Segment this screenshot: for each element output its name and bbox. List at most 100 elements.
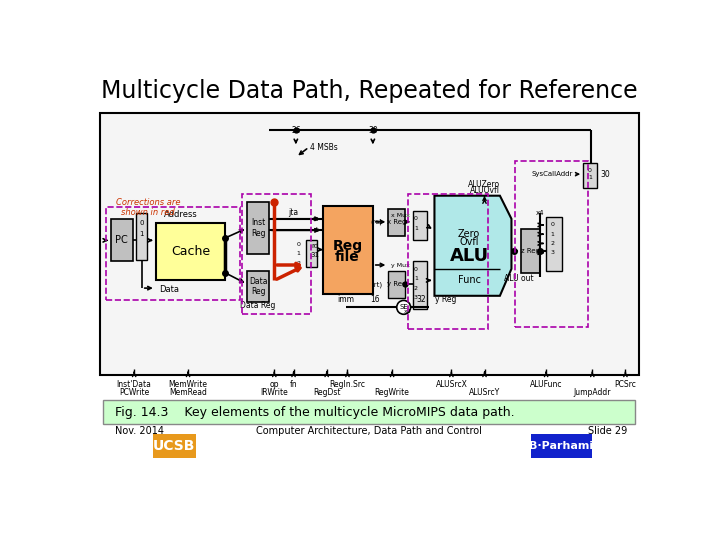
- Text: 26: 26: [291, 126, 301, 135]
- Text: 30: 30: [368, 126, 378, 135]
- Text: file: file: [335, 251, 360, 264]
- Text: IRWrite: IRWrite: [261, 388, 288, 396]
- Text: 32: 32: [417, 295, 426, 304]
- Text: 31: 31: [310, 252, 319, 258]
- Text: Data
Reg: Data Reg: [249, 277, 267, 296]
- Text: SE: SE: [400, 305, 408, 310]
- Bar: [248, 202, 269, 254]
- Bar: [106, 207, 240, 300]
- Text: 0: 0: [414, 217, 418, 221]
- Bar: [388, 271, 405, 298]
- Bar: [137, 213, 148, 260]
- Bar: [323, 206, 373, 294]
- Text: PCWrite: PCWrite: [119, 388, 149, 396]
- Bar: [516, 161, 588, 327]
- Text: Computer Architecture, Data Path and Control: Computer Architecture, Data Path and Con…: [256, 426, 482, 436]
- Text: JumpAddr: JumpAddr: [574, 388, 611, 396]
- Text: ALUSrcX: ALUSrcX: [436, 380, 467, 389]
- Text: MemWrite: MemWrite: [168, 380, 207, 389]
- Text: UCSB: UCSB: [153, 439, 195, 453]
- Text: 30: 30: [600, 170, 611, 179]
- Bar: [413, 211, 427, 240]
- Text: ALU out: ALU out: [504, 274, 534, 284]
- Text: x Reg: x Reg: [387, 219, 406, 225]
- Text: 0: 0: [297, 242, 300, 247]
- Bar: [242, 194, 311, 314]
- Text: (rs): (rs): [371, 219, 383, 225]
- Bar: [104, 400, 634, 424]
- Text: Func: Func: [458, 275, 481, 286]
- Text: RegIn.Src: RegIn.Src: [330, 380, 366, 389]
- Text: Reg: Reg: [333, 239, 362, 253]
- Text: x Mux: x Mux: [391, 213, 410, 218]
- Bar: [99, 113, 639, 375]
- Text: (rt): (rt): [372, 281, 383, 287]
- Text: rd: rd: [312, 243, 319, 249]
- Text: SysCallAddr: SysCallAddr: [531, 171, 573, 177]
- Text: ALUOvfl: ALUOvfl: [469, 186, 500, 195]
- Text: y Reg: y Reg: [387, 281, 406, 287]
- Text: 0: 0: [588, 168, 592, 173]
- Text: Slide 29: Slide 29: [588, 426, 627, 436]
- Text: RegWrite: RegWrite: [374, 388, 410, 396]
- Text: Cache: Cache: [171, 245, 210, 258]
- Text: 16: 16: [370, 295, 380, 304]
- Text: RegDst: RegDst: [313, 388, 341, 396]
- Text: PCSrc: PCSrc: [614, 380, 636, 389]
- Text: x4: x4: [404, 309, 411, 314]
- Text: y Reg: y Reg: [436, 295, 456, 304]
- Text: 3: 3: [550, 250, 554, 255]
- Text: ALUFunc: ALUFunc: [530, 380, 562, 389]
- Text: x4: x4: [536, 211, 544, 217]
- Text: 2: 2: [297, 261, 300, 266]
- Text: 3: 3: [414, 295, 418, 300]
- Bar: [546, 217, 562, 271]
- Text: Data Reg: Data Reg: [240, 301, 276, 309]
- Text: Multicycle Data Path, Repeated for Reference: Multicycle Data Path, Repeated for Refer…: [101, 79, 637, 103]
- Text: rt: rt: [313, 227, 319, 233]
- Text: Address: Address: [163, 211, 197, 219]
- Text: 1: 1: [414, 226, 418, 231]
- Text: 1: 1: [414, 276, 418, 281]
- Text: rs: rs: [312, 216, 319, 222]
- Bar: [531, 434, 593, 457]
- Text: MemRead: MemRead: [169, 388, 207, 396]
- Text: 1: 1: [588, 176, 592, 180]
- Text: Data: Data: [159, 285, 179, 294]
- Text: Corrections are
shown in red: Corrections are shown in red: [116, 198, 180, 218]
- Text: Nov. 2014: Nov. 2014: [115, 426, 164, 436]
- Text: ALU: ALU: [449, 247, 489, 265]
- Text: 0: 0: [550, 222, 554, 227]
- Text: Inst'Data: Inst'Data: [117, 380, 152, 389]
- Bar: [388, 209, 405, 236]
- Text: y Mux: y Mux: [391, 262, 410, 267]
- Bar: [111, 219, 132, 261]
- Bar: [413, 261, 427, 309]
- Bar: [583, 164, 597, 188]
- Text: Inst
Reg: Inst Reg: [251, 218, 266, 238]
- Circle shape: [397, 300, 410, 314]
- Text: Fig. 14.3    Key elements of the multicycle MicroMIPS data path.: Fig. 14.3 Key elements of the multicycle…: [115, 406, 515, 419]
- Bar: [156, 222, 225, 280]
- Text: 2: 2: [414, 286, 418, 291]
- Text: imm: imm: [338, 295, 354, 304]
- Text: z Reg: z Reg: [521, 248, 540, 254]
- Text: 0: 0: [414, 267, 418, 272]
- Text: op: op: [269, 380, 279, 389]
- Bar: [521, 229, 540, 273]
- Bar: [153, 434, 196, 457]
- Bar: [306, 240, 318, 267]
- Text: B·Parhami: B·Parhami: [529, 441, 593, 451]
- Text: Zero: Zero: [458, 229, 480, 239]
- Text: 0: 0: [140, 220, 144, 226]
- Text: ALUZero: ALUZero: [469, 180, 500, 188]
- Text: 1: 1: [297, 251, 300, 256]
- Text: 4 MSBs: 4 MSBs: [310, 143, 338, 152]
- Text: Ovfl: Ovfl: [459, 237, 479, 247]
- Bar: [248, 271, 269, 302]
- Text: jta: jta: [289, 208, 299, 217]
- Text: 2: 2: [550, 241, 554, 246]
- Text: ALUSrcY: ALUSrcY: [469, 388, 500, 396]
- Text: fn: fn: [289, 380, 297, 389]
- Text: 1: 1: [140, 231, 144, 237]
